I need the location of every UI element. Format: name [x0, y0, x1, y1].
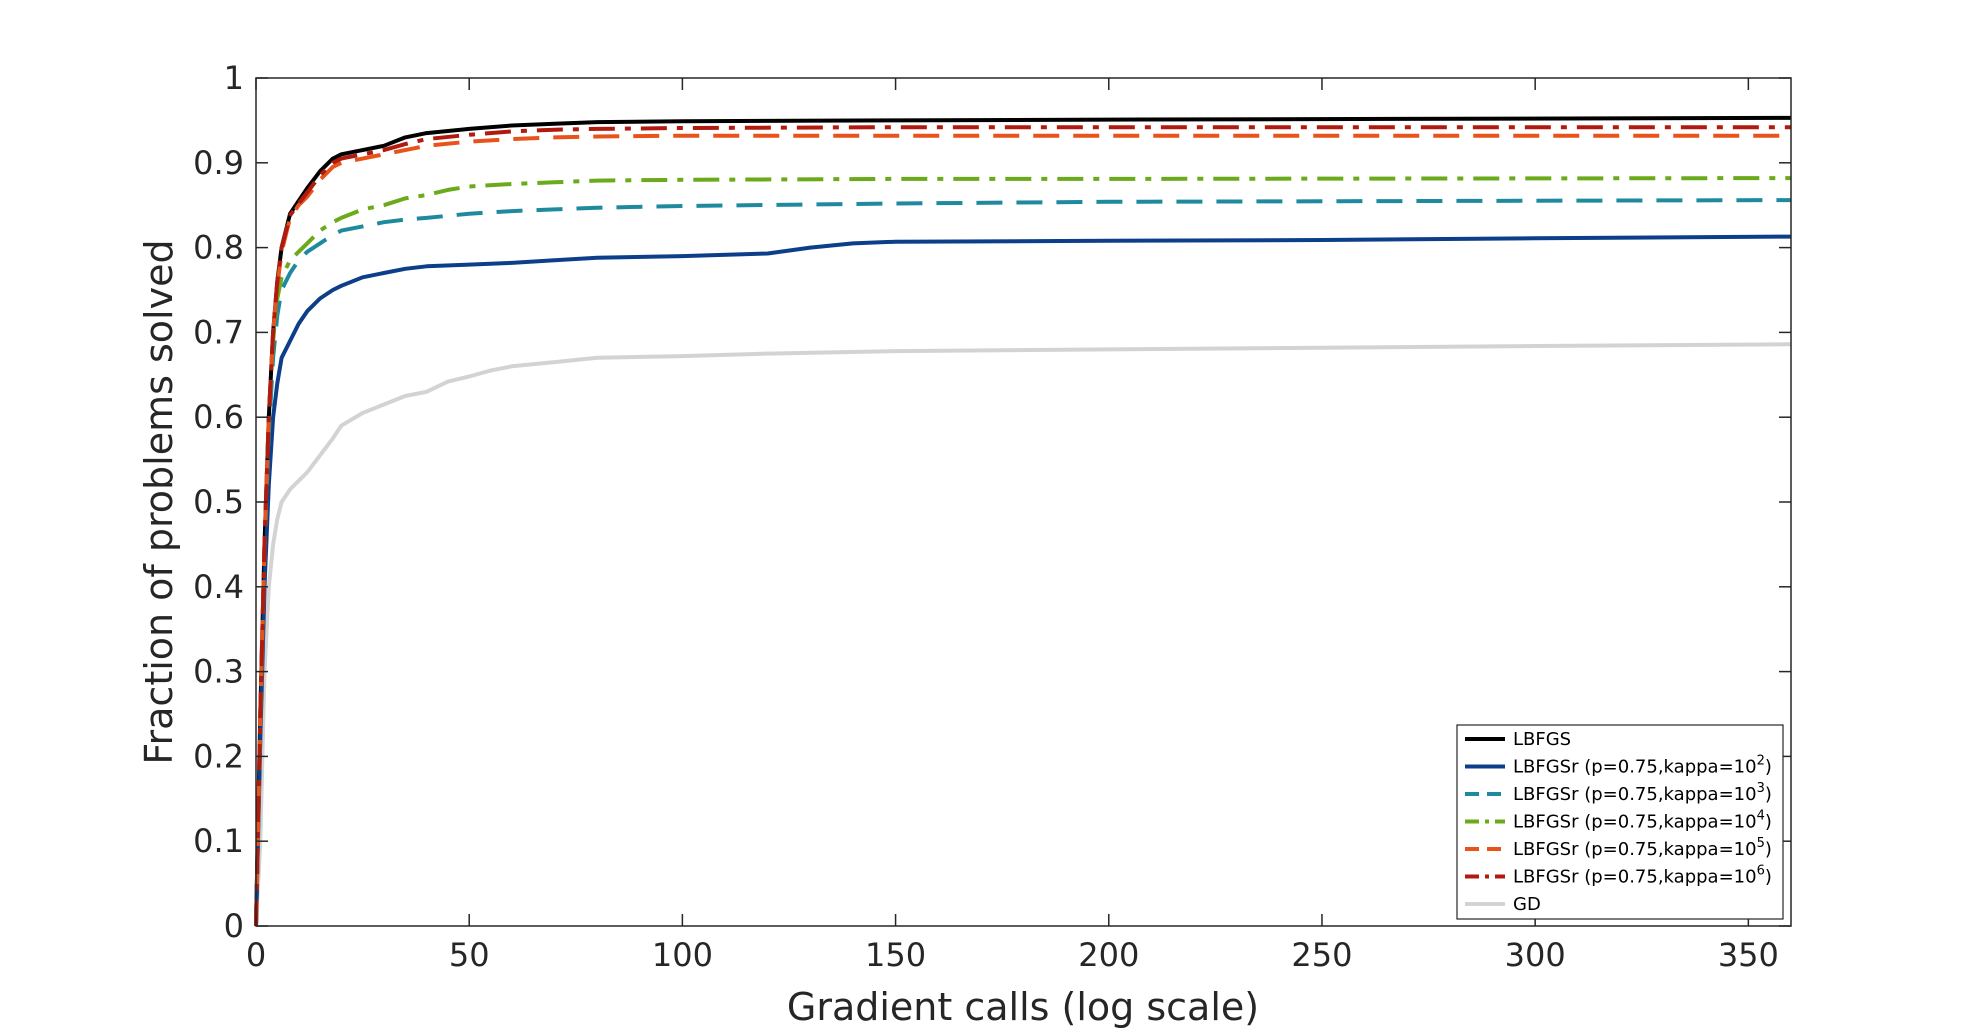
y-tick-label: 0.8 — [193, 229, 244, 267]
legend-sup-2: 3 — [1757, 781, 1765, 796]
y-tick-label: 0.5 — [193, 483, 244, 521]
y-axis-title: Fraction of problems solved — [137, 239, 181, 764]
x-tick-label: 250 — [1291, 936, 1352, 974]
series-line-6 — [254, 342, 1792, 927]
legend-sup-5: 6 — [1757, 864, 1765, 879]
legend-entry-2: LBFGSr (p=0.75,kappa=103) — [1513, 781, 1772, 805]
legend-text-1: LBFGSr (p=0.75,kappa=10 — [1513, 757, 1757, 778]
y-tick-label: 0.2 — [193, 737, 244, 775]
legend-text-5: LBFGSr (p=0.75,kappa=10 — [1513, 867, 1757, 888]
legend-text-6: GD — [1513, 894, 1541, 915]
legend-entry-0: LBFGS — [1513, 729, 1571, 750]
x-axis-title: Gradient calls (log scale) — [787, 985, 1259, 1029]
legend-entry-5: LBFGSr (p=0.75,kappa=106) — [1513, 864, 1772, 888]
legend-text-4: LBFGSr (p=0.75,kappa=10 — [1513, 839, 1757, 860]
series-line-5 — [254, 125, 1791, 927]
legend-text-2: LBFGSr (p=0.75,kappa=10 — [1513, 784, 1757, 805]
x-tick-label: 300 — [1505, 936, 1566, 974]
legend-sup-1: 2 — [1757, 754, 1765, 769]
legend-entry-4: LBFGSr (p=0.75,kappa=105) — [1513, 836, 1772, 860]
legend-box — [1456, 724, 1784, 920]
series-line-4 — [254, 133, 1791, 927]
x-tick-label: 50 — [449, 936, 490, 974]
ticks-layer: 0 50 100 150 200 250 300 350 0 0.1 0.2 0.3 0.4 0.5 0.6… — [193, 59, 1791, 974]
legend-entry-6: GD — [1513, 894, 1541, 915]
y-tick-label: 1 — [224, 59, 244, 97]
legend-suffix-4: ) — [1765, 839, 1772, 860]
legend-suffix-3: ) — [1765, 812, 1772, 833]
legend-suffix-5: ) — [1765, 867, 1772, 888]
legend-entry-1: LBFGSr (p=0.75,kappa=102) — [1513, 754, 1772, 778]
legend-sup-4: 5 — [1757, 836, 1765, 851]
y-tick-label: 0.9 — [193, 144, 244, 182]
y-tick-label: 0.3 — [193, 653, 244, 691]
x-tick-label: 350 — [1718, 936, 1779, 974]
x-tick-label: 150 — [865, 936, 926, 974]
x-tick-label: 200 — [1078, 936, 1139, 974]
legend-text-0: LBFGS — [1513, 729, 1571, 750]
y-tick-label: 0.6 — [193, 398, 244, 436]
legend-suffix-1: ) — [1765, 757, 1772, 778]
y-tick-label: 0.7 — [193, 313, 244, 351]
legend-text-3: LBFGSr (p=0.75,kappa=10 — [1513, 812, 1757, 833]
y-tick-label: 0 — [224, 907, 244, 945]
y-tick-label: 0.4 — [193, 568, 244, 606]
legend-entry-3: LBFGSr (p=0.75,kappa=104) — [1513, 809, 1772, 833]
series-line-1 — [254, 234, 1792, 927]
y-tick-label: 0.1 — [193, 822, 244, 860]
x-tick-label: 100 — [652, 936, 713, 974]
x-tick-label: 0 — [246, 936, 266, 974]
legend-suffix-2: ) — [1765, 784, 1772, 805]
legend-sup-3: 4 — [1757, 809, 1765, 824]
series-layer — [254, 115, 1792, 927]
